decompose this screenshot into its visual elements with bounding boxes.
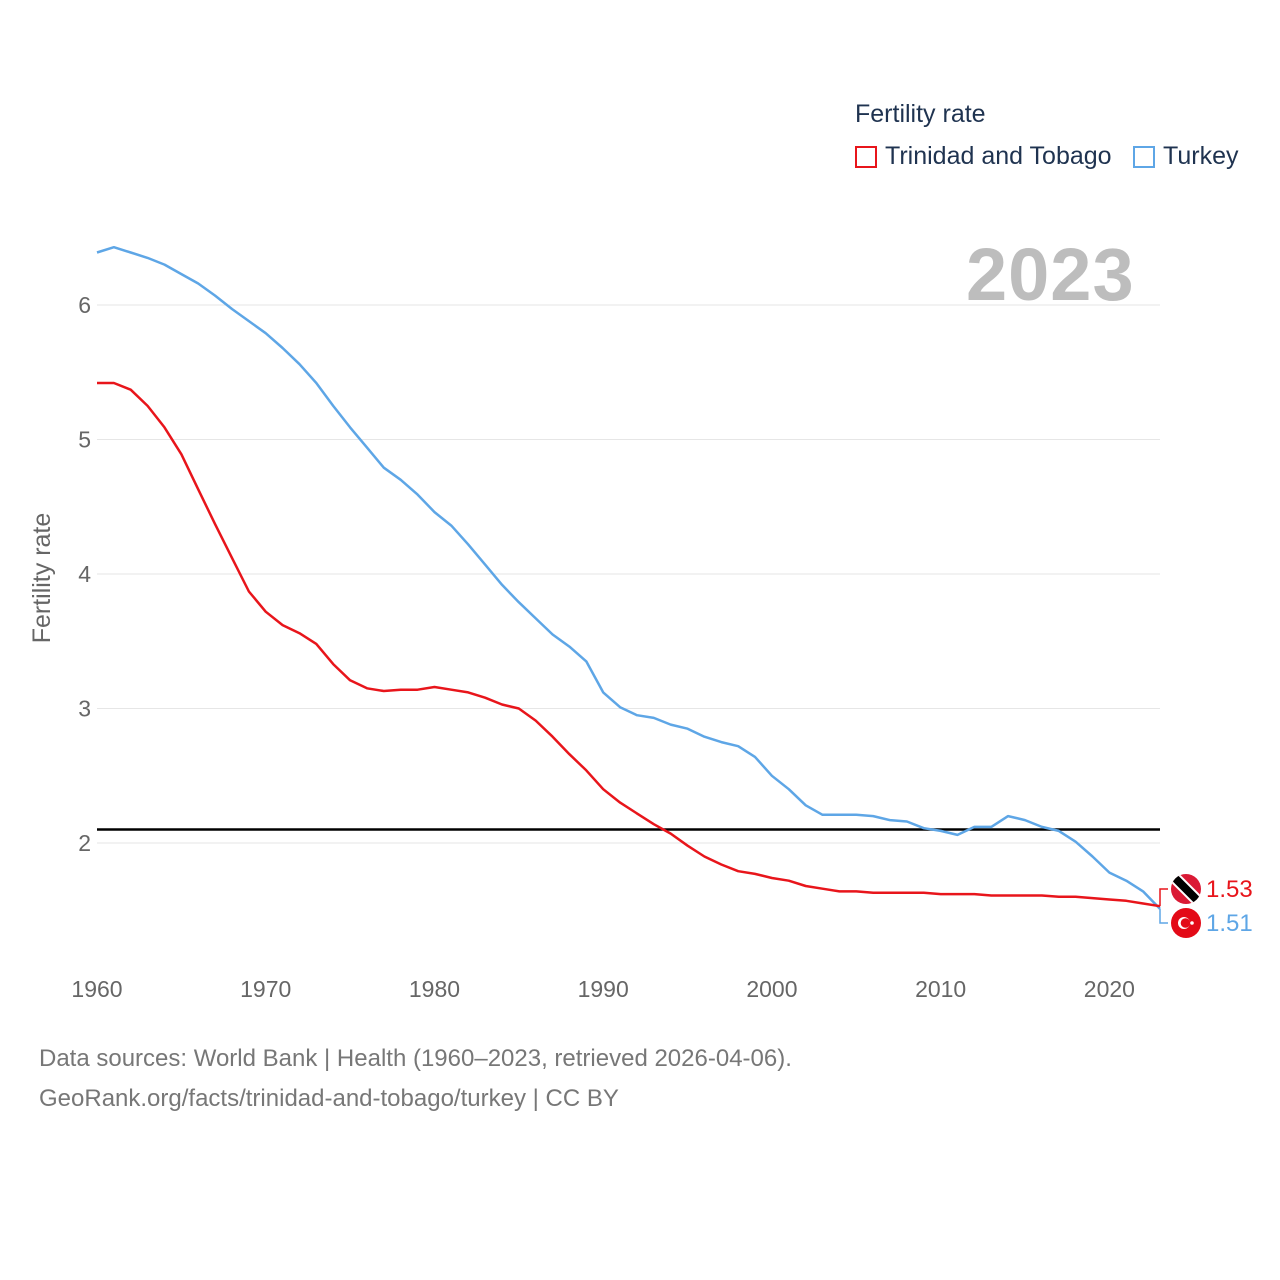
source-link[interactable]: GeoRank.org/facts/trinidad-and-tobago/tu… [39, 1085, 619, 1112]
series-lines [96, 245, 1161, 910]
y-tick-label: 6 [78, 292, 91, 318]
legend-label: Turkey [1163, 142, 1239, 170]
y-tick-labels: 2 3 4 5 6 [78, 292, 91, 856]
legend-label: Trinidad and Tobago [885, 142, 1112, 170]
x-tick-label: 1970 [240, 976, 291, 1002]
legend-item-trinidad[interactable]: Trinidad and Tobago [855, 142, 1112, 171]
series-line-trinidad-and-tobago [97, 381, 1161, 908]
connector-line [1159, 888, 1168, 907]
end-value-label: 1.51 [1206, 910, 1253, 937]
x-tick-label: 1980 [409, 976, 460, 1002]
current-year-label: 2023 [966, 233, 1135, 316]
x-tick-label: 2000 [746, 976, 797, 1002]
x-tick-label: 2020 [1084, 976, 1135, 1002]
y-tick-label: 5 [78, 427, 91, 453]
source-line: Data sources: World Bank | Health (1960–… [39, 1045, 792, 1072]
x-tick-label: 2010 [915, 976, 966, 1002]
turkey-flag-icon [1171, 908, 1201, 938]
connector-line [1159, 908, 1168, 924]
x-tick-label: 1960 [71, 976, 122, 1002]
legend-title: Fertility rate [855, 100, 986, 128]
y-axis-label: Fertility rate [28, 513, 56, 644]
legend-item-turkey[interactable]: Turkey [1133, 142, 1238, 171]
y-tick-label: 3 [78, 696, 91, 722]
y-tick-label: 4 [78, 561, 91, 587]
end-value-label: 1.53 [1206, 876, 1253, 903]
gridlines [97, 304, 1160, 844]
trinidad-flag-icon [1171, 874, 1201, 904]
x-tick-labels: 1960 1970 1980 1990 2000 2010 2020 [71, 976, 1135, 1002]
end-markers: 1.53 1.51 [1159, 874, 1253, 938]
x-tick-label: 1990 [578, 976, 629, 1002]
legend-swatch-icon [1133, 145, 1155, 168]
legend-swatch-icon [855, 145, 877, 168]
y-tick-label: 2 [78, 830, 91, 856]
series-line-turkey [96, 245, 1161, 910]
